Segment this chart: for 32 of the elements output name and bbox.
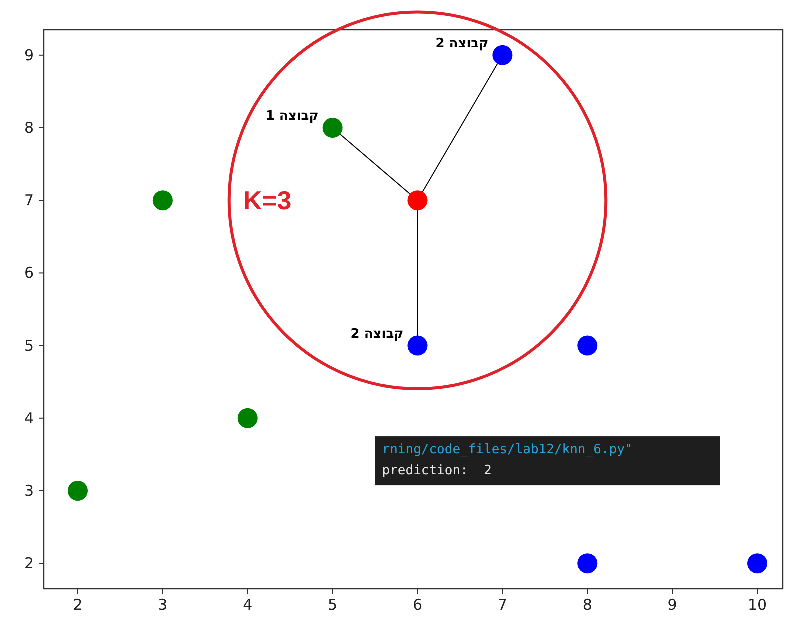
point (152, 190, 173, 211)
point (408, 336, 428, 356)
x-tick-label: 3 (158, 596, 168, 614)
annotation: קבוצה 2 (350, 326, 404, 342)
x-tick-label: 4 (243, 596, 253, 614)
annotation: K=3 (243, 186, 292, 216)
y-tick-label: 5 (24, 336, 34, 355)
x-tick-label: 9 (668, 596, 678, 614)
annotation: קבוצה 2 (436, 36, 489, 52)
y-tick-label: 4 (24, 409, 34, 428)
y-tick-label: 8 (24, 119, 34, 138)
x-tick-label: 2 (73, 596, 83, 614)
x-tick-label: 6 (412, 596, 423, 614)
x-tick-label: 10 (748, 596, 768, 614)
y-tick-label: 6 (24, 264, 34, 282)
annotation: קבוצה 1 (266, 109, 319, 124)
x-tick-label: 8 (582, 596, 592, 614)
y-tick-label: 2 (24, 554, 34, 573)
point (492, 45, 513, 66)
y-tick-label: 9 (24, 46, 34, 64)
annotation: rning/code_files/lab12/knn_6.py" (382, 442, 633, 458)
point (578, 554, 598, 574)
point (578, 336, 598, 356)
y-tick-label: 3 (24, 482, 34, 500)
y-tick-label: 7 (24, 192, 34, 210)
annotation: prediction: 2 (382, 464, 492, 479)
point (68, 480, 88, 501)
point (748, 554, 768, 574)
point (322, 118, 343, 138)
x-tick-label: 5 (328, 596, 338, 614)
point (238, 408, 258, 428)
x-tick-label: 7 (498, 596, 508, 614)
